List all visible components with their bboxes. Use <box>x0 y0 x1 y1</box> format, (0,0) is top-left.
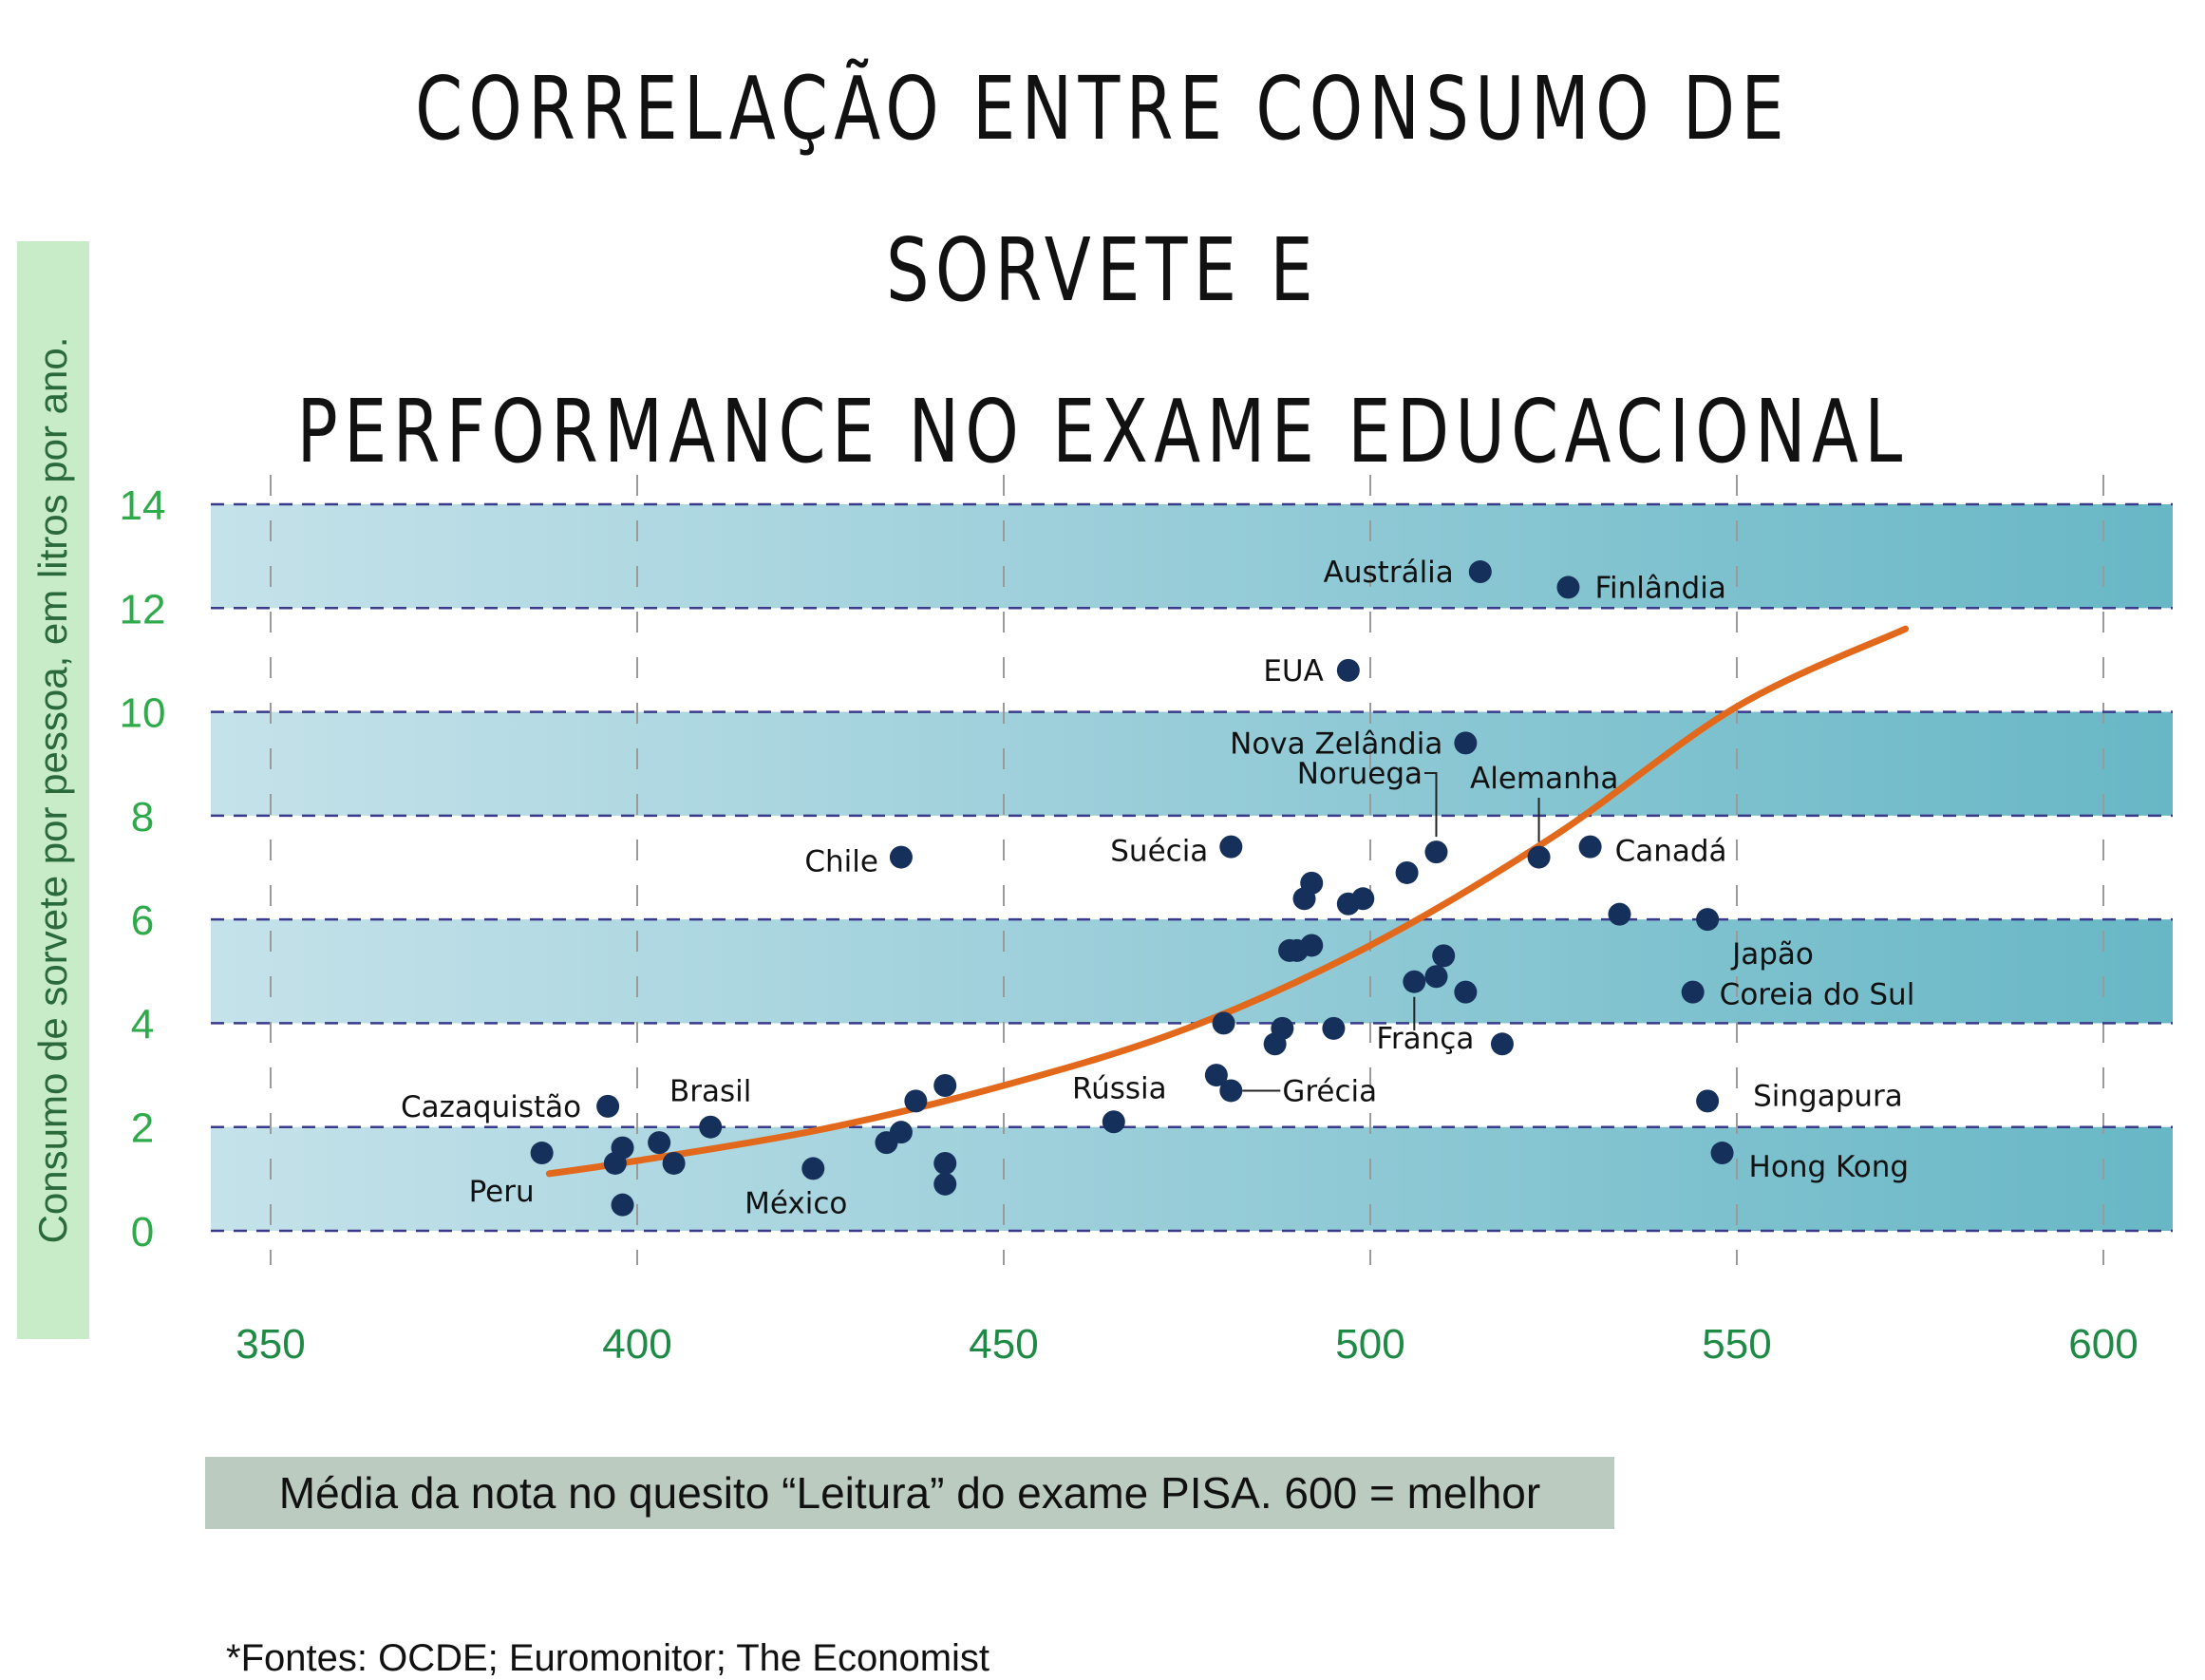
point-label-hong-kong: Hong Kong <box>1749 1150 1910 1184</box>
data-point-30 <box>1424 965 1448 989</box>
x-axis-label-background <box>205 1457 1614 1529</box>
data-point-austrália <box>1468 560 1492 584</box>
x-axis-label: Média da nota no quesito “Leitura” do ex… <box>278 1468 1541 1518</box>
point-label-frança: França <box>1376 1022 1474 1056</box>
data-points <box>530 560 1734 1217</box>
data-point-31 <box>1454 980 1478 1004</box>
data-point-cazaquistão <box>596 1094 620 1118</box>
data-point-33 <box>1212 1011 1235 1035</box>
leader-noruega <box>1424 772 1438 838</box>
point-label-rússia: Rússia <box>1072 1071 1167 1105</box>
point-label-noruega: Noruega <box>1297 757 1423 791</box>
data-point-coreia-do-sul <box>1681 980 1705 1004</box>
y-tick-8: 8 <box>131 794 154 840</box>
data-point-hong-kong <box>1710 1142 1734 1165</box>
point-label-japão: Japão <box>1730 937 1814 972</box>
data-point-20 <box>1608 902 1631 926</box>
point-label-coreia-do-sul: Coreia do Sul <box>1720 978 1915 1012</box>
chart-title-line-2: PERFORMANCE NO EXAME EDUCACIONAL <box>296 381 1909 482</box>
data-point-25 <box>1292 887 1316 911</box>
chart-title: CORRELAÇÃO ENTRE CONSUMO DE SORVETE E PE… <box>242 28 1962 513</box>
point-label-singapura: Singapura <box>1753 1079 1903 1113</box>
data-point-brasil <box>699 1115 723 1139</box>
point-label-nova-zelândia: Nova Zelândia <box>1230 727 1442 761</box>
data-point-36 <box>1263 1032 1287 1056</box>
data-point-35 <box>1322 1016 1346 1040</box>
data-point-44 <box>648 1131 671 1155</box>
data-point-grécia <box>1219 1079 1243 1103</box>
point-label-chile: Chile <box>804 845 878 879</box>
x-tick-350: 350 <box>236 1321 305 1368</box>
y-tick-2: 2 <box>131 1105 154 1152</box>
horizontal-bands <box>211 504 2173 1231</box>
point-label-canadá: Canadá <box>1615 835 1727 869</box>
data-point-nova-zelândia <box>1454 731 1478 755</box>
y-tick-14: 14 <box>120 482 166 529</box>
data-point-48 <box>611 1193 634 1217</box>
data-point-24 <box>1336 892 1360 916</box>
band-8-10 <box>211 711 2173 816</box>
point-label-méxico: México <box>744 1186 847 1220</box>
y-tick-0: 0 <box>131 1209 154 1255</box>
data-point-eua <box>1336 658 1360 682</box>
data-point-chile <box>889 845 913 869</box>
data-point-méxico <box>801 1157 825 1180</box>
band-4-6 <box>211 919 2173 1024</box>
point-label-suécia: Suécia <box>1110 835 1208 869</box>
y-axis-ticks: 0 2 4 6 8 10 12 14 <box>120 482 166 1255</box>
point-label-austrália: Austrália <box>1324 556 1454 590</box>
data-point-alemanha <box>1527 845 1551 869</box>
data-point-32 <box>1490 1032 1514 1056</box>
y-tick-4: 4 <box>131 1001 154 1048</box>
point-label-cazaquistão: Cazaquistão <box>401 1090 581 1124</box>
data-point-47 <box>662 1151 686 1175</box>
y-tick-12: 12 <box>120 586 166 632</box>
band-edge-lines <box>211 502 2173 1233</box>
label-leader-lines <box>1242 772 1540 1092</box>
x-axis-ticks: 350 400 450 500 550 600 <box>236 1321 2138 1368</box>
data-point-singapura <box>1696 1089 1720 1113</box>
data-point-21 <box>1395 860 1419 884</box>
point-labels: Austrália Finlândia EUA Nova ZelândiaNorueg… <box>401 556 1914 1220</box>
y-tick-6: 6 <box>131 897 154 944</box>
data-point-japão <box>1696 908 1720 932</box>
y-axis-label-background <box>17 241 89 1339</box>
y-tick-10: 10 <box>120 690 166 737</box>
data-point-rússia <box>1102 1110 1125 1134</box>
data-point-canadá <box>1578 835 1602 859</box>
point-label-peru: Peru <box>469 1175 535 1209</box>
data-point-noruega <box>1424 840 1448 864</box>
vertical-grid-lines <box>270 475 2104 1265</box>
data-point-42 <box>933 1151 957 1175</box>
band-12-14 <box>211 504 2173 609</box>
x-tick-500: 500 <box>1335 1321 1404 1368</box>
data-point-39 <box>904 1089 928 1113</box>
data-point-41 <box>875 1131 898 1155</box>
x-tick-400: 400 <box>602 1321 671 1368</box>
data-point-37 <box>1204 1064 1228 1087</box>
data-point-peru <box>530 1142 554 1165</box>
x-tick-550: 550 <box>1702 1321 1771 1368</box>
point-label-finlândia: Finlândia <box>1594 571 1725 605</box>
chart-title-line-1: CORRELAÇÃO ENTRE CONSUMO DE SORVETE E <box>415 58 1790 321</box>
x-tick-600: 600 <box>2068 1321 2138 1368</box>
data-point-finlândia <box>1556 576 1580 599</box>
point-label-grécia: Grécia <box>1282 1074 1377 1108</box>
x-tick-450: 450 <box>969 1321 1038 1368</box>
point-label-brasil: Brasil <box>669 1075 751 1109</box>
data-point-frança <box>1403 970 1426 993</box>
data-point-suécia <box>1219 835 1243 859</box>
data-point-38 <box>933 1074 957 1097</box>
data-point-46 <box>603 1151 627 1175</box>
point-label-eua: EUA <box>1263 654 1323 689</box>
data-point-29 <box>1432 944 1456 968</box>
point-label-alemanha: Alemanha <box>1470 762 1618 796</box>
source-note: *Fontes: OCDE; Euromonitor; The Economis… <box>226 1637 990 1679</box>
data-point-43 <box>933 1172 957 1196</box>
data-point-28 <box>1278 938 1302 962</box>
